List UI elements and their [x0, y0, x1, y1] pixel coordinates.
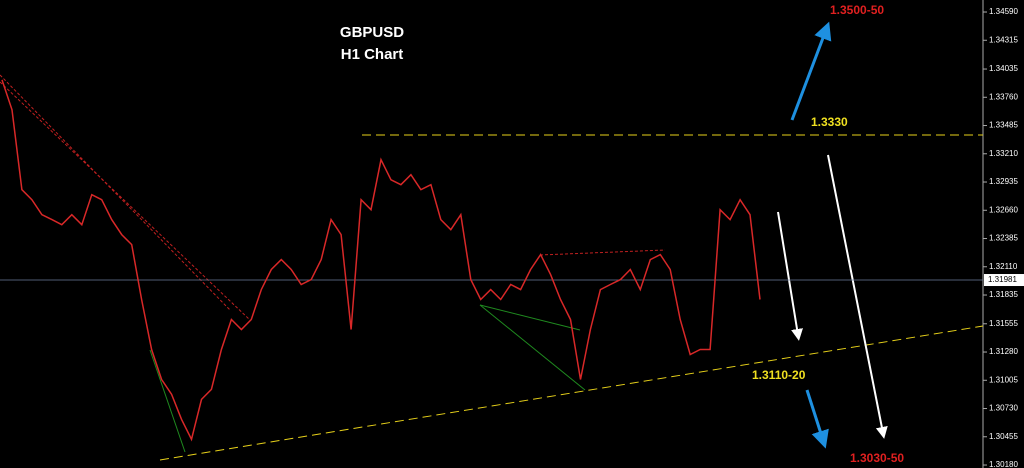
y-tick-label: 1.33760 [989, 92, 1018, 101]
pattern-line [479, 304, 586, 391]
y-tick-label: 1.31555 [989, 319, 1018, 328]
y-tick-label: 1.31005 [989, 375, 1018, 384]
price-line [1, 79, 761, 442]
annotation: 1.3330 [811, 115, 848, 129]
y-tick-label: 1.34035 [989, 64, 1018, 73]
arrow [805, 389, 829, 449]
y-tick-label: 1.33485 [989, 121, 1018, 130]
pattern-line [149, 349, 186, 453]
y-tick-label: 1.32935 [989, 177, 1018, 186]
current-price-label: 1.31981 [988, 275, 1017, 284]
chart-subtitle: H1 Chart [341, 46, 404, 63]
y-tick-label: 1.30180 [989, 460, 1018, 468]
support-line [159, 325, 984, 461]
annotation: 1.3110-20 [752, 368, 806, 382]
y-tick-label: 1.33210 [989, 149, 1018, 158]
arrow [790, 21, 832, 121]
pattern-line [479, 304, 581, 331]
pattern-line [539, 249, 666, 256]
current-price-box [984, 274, 1024, 287]
y-tick-label: 1.34315 [989, 35, 1018, 44]
arrow [777, 211, 803, 341]
chart-title: GBPUSD [340, 24, 404, 41]
y-tick-label: 1.34590 [989, 7, 1018, 16]
y-tick-label: 1.32660 [989, 205, 1018, 214]
y-tick-label: 1.32385 [989, 234, 1018, 243]
y-tick-label: 1.32110 [989, 262, 1018, 271]
y-tick-label: 1.31835 [989, 290, 1018, 299]
y-tick-label: 1.31280 [989, 347, 1018, 356]
annotation: 1.3500-50 [830, 3, 884, 17]
annotation: 1.3030-50 [850, 451, 904, 465]
y-tick-label: 1.30730 [989, 404, 1018, 413]
y-tick-label: 1.30455 [989, 432, 1018, 441]
arrow [827, 154, 888, 439]
